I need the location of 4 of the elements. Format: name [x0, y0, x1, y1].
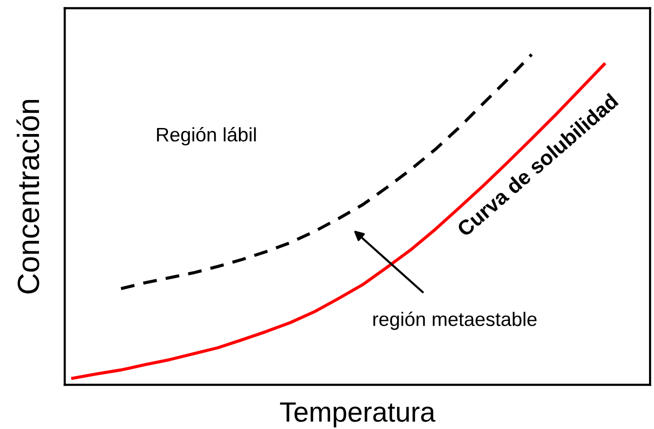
- annotation: Región lábil: [157, 127, 256, 146]
- annotation: región metaestable: [373, 312, 537, 330]
- y-axis-title: Concentración: [16, 100, 40, 294]
- x-axis-title: Temperatura: [280, 402, 436, 428]
